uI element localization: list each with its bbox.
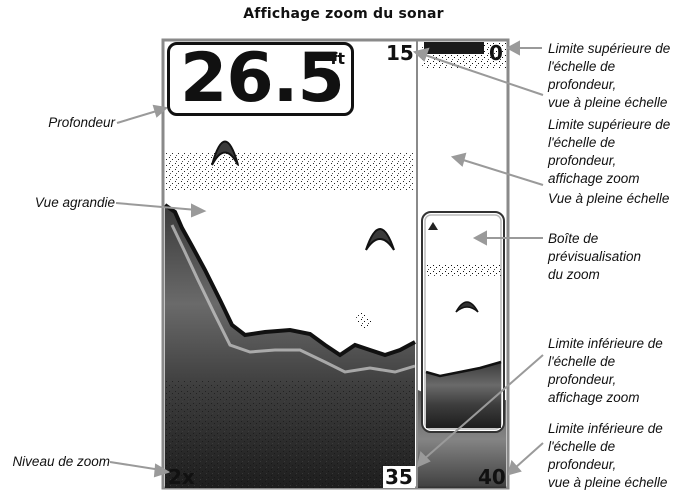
fish-arch-1 <box>211 140 239 166</box>
zoomed-bottom-speckle <box>165 380 415 488</box>
fish-small-speckle <box>355 312 372 332</box>
label-niveau-zoom: Niveau de zoom <box>12 454 110 469</box>
zoomed-bottom-highlight <box>170 224 416 374</box>
preview-bottom <box>426 362 501 428</box>
label-profondeur: Profondeur <box>48 115 115 130</box>
full-view-surface-dark <box>424 42 484 54</box>
preview-inner-frame <box>424 214 502 430</box>
full-top-depth: 0 <box>489 41 503 65</box>
label-limite-sup-zoom: Limite supérieure de l'échelle de profon… <box>548 117 671 186</box>
label-limite-sup-pleine: Limite supérieure de l'échelle de profon… <box>548 41 671 110</box>
zoom-top-depth: 15 <box>386 41 414 65</box>
label-limite-inf-pleine: Limite inférieure de l'échelle de profon… <box>548 421 668 490</box>
preview-bottom-edge <box>425 360 502 378</box>
depth-unit: ft <box>330 49 345 68</box>
full-bottom-depth: 40 <box>478 465 506 489</box>
callout-arrows <box>109 40 544 478</box>
preview-fish-top <box>428 222 438 230</box>
thermocline-band <box>165 152 415 190</box>
preview-fish <box>455 301 479 313</box>
zoomed-bottom-edge <box>163 203 416 358</box>
label-vue-agrandie: Vue agrandie <box>34 195 115 210</box>
zoom-level-readout: 2x <box>168 465 195 489</box>
fish-arch-2 <box>365 228 395 251</box>
preview-thermocline <box>427 265 501 277</box>
depth-readout-box: 26.5 ft <box>167 39 354 118</box>
zoom-bottom-depth: 35 <box>383 465 415 489</box>
depth-value: 26.5 <box>180 39 345 118</box>
label-vue-pleine: Vue à pleine échelle <box>548 191 670 206</box>
label-boite-preview: Boîte de prévisualisation du zoom <box>548 231 642 282</box>
label-limite-inf-zoom: Limite inférieure de l'échelle de profon… <box>548 336 663 405</box>
diagram-title: Affichage zoom du sonar <box>243 6 444 22</box>
